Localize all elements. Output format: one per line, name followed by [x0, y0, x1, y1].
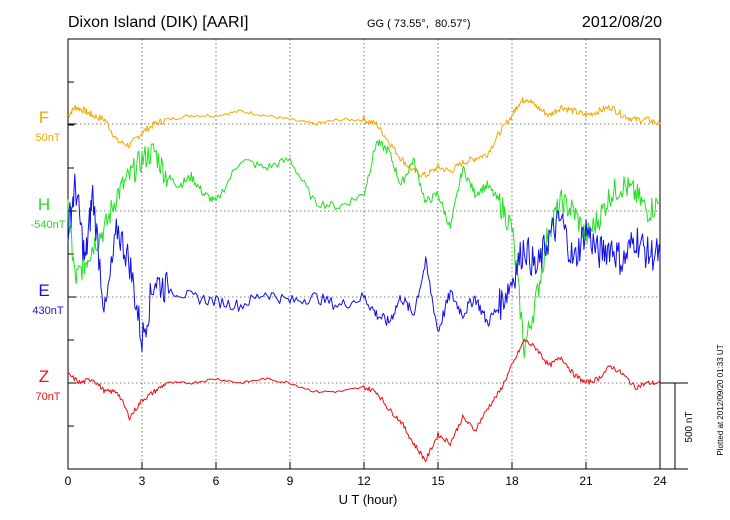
series-line-f [67, 97, 661, 178]
series-name-f: F [39, 108, 49, 127]
x-tick-label: 24 [653, 474, 667, 488]
series-name-e: E [38, 281, 49, 300]
x-tick-label: 15 [431, 474, 445, 488]
series-name-h: H [38, 195, 50, 214]
scale-bar: 500 nT [660, 382, 695, 470]
series-group: F 50nT H -540nT E 430nT Z 70nT [31, 97, 661, 463]
series-line-e [67, 173, 661, 353]
series-baseline-label-z: 70nT [35, 391, 60, 403]
x-tick-label: 9 [287, 474, 294, 488]
x-tick-label: 0 [65, 474, 72, 488]
series-line-h [67, 139, 661, 359]
series-name-z: Z [39, 367, 49, 386]
x-axis: 0 3 6 9 12 15 18 21 24 [65, 38, 667, 488]
plotted-timestamp: Plotted at 2012/09/20 01:33 UT [716, 344, 725, 455]
chart-title-coordinates: GG ( 73.55°, 80.57°) [367, 18, 471, 30]
series-baseline-label-e: 430nT [32, 305, 63, 317]
series-baseline-label-h: -540nT [31, 219, 66, 231]
series-baseline-label-f: 50nT [35, 132, 60, 144]
x-tick-label: 18 [505, 474, 519, 488]
x-tick-label: 3 [139, 474, 146, 488]
x-tick-label: 21 [579, 474, 593, 488]
chart-title-station: Dixon Island (DIK) [AARI] [68, 14, 249, 31]
scale-bar-label: 500 nT [684, 411, 695, 442]
x-axis-label: U T (hour) [339, 492, 398, 507]
series-line-z [67, 338, 661, 463]
x-tick-label: 12 [357, 474, 371, 488]
chart-title-date: 2012/08/20 [582, 14, 662, 31]
x-tick-label: 6 [213, 474, 220, 488]
